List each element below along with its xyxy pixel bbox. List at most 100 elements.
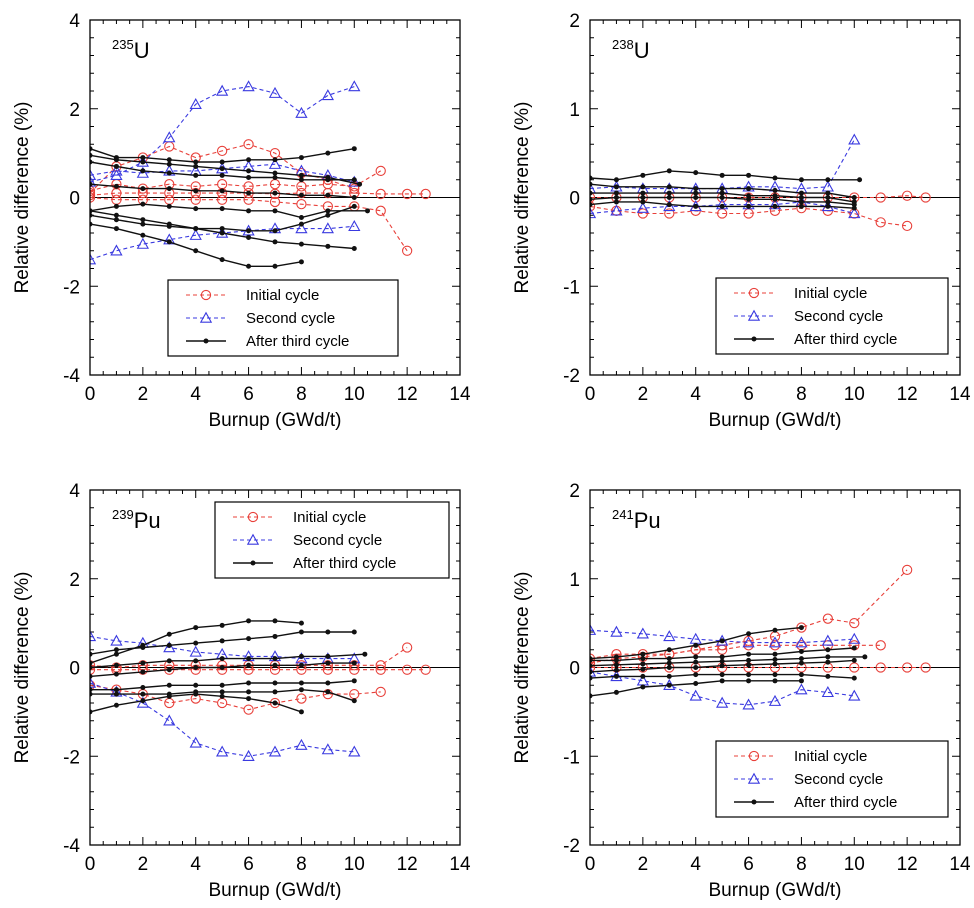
x-tick-label: 12: [897, 854, 918, 875]
data-point-third: [298, 221, 304, 227]
data-point-third: [325, 212, 331, 218]
data-point-third: [193, 188, 199, 194]
data-point-third: [272, 618, 278, 624]
x-tick-label: 10: [844, 854, 865, 875]
data-point-third: [666, 665, 672, 670]
data-point-third: [719, 638, 725, 644]
data-point-third: [825, 199, 831, 205]
data-point-second: [136, 237, 149, 249]
data-point-third: [772, 196, 778, 202]
data-layer: [90, 618, 431, 761]
data-point-third: [298, 172, 304, 178]
data-point-third: [113, 691, 119, 697]
y-tick-label: 0: [569, 659, 580, 680]
data-point-third: [113, 651, 119, 657]
data-point-initial: [190, 194, 201, 205]
plot-frame: [589, 19, 961, 376]
x-tick-label: 4: [190, 384, 201, 405]
x-tick-label: 6: [743, 384, 754, 405]
data-layer: [90, 80, 431, 269]
data-point-second: [663, 200, 676, 212]
data-point-second: [848, 632, 861, 644]
data-point-initial: [420, 664, 431, 675]
data-point-second: [848, 133, 861, 145]
data-point-initial: [375, 664, 386, 675]
y-tick-label: 0: [69, 189, 80, 210]
x-tick-label: 2: [638, 384, 649, 405]
legend-label-third: After third cycle: [246, 333, 349, 350]
data-point-initial: [849, 617, 860, 629]
data-point-third: [666, 202, 672, 208]
y-tick-label: -1: [563, 747, 580, 768]
data-point-third: [219, 166, 225, 172]
data-point-third: [746, 678, 752, 684]
legend-label-initial: Initial cycle: [293, 509, 366, 526]
data-point-third: [693, 659, 699, 665]
data-point-third: [772, 175, 778, 181]
panel-label: 238U: [612, 37, 650, 63]
data-point-third: [246, 190, 252, 196]
data-point-third: [246, 234, 252, 240]
data-point-third: [272, 157, 278, 163]
y-axis-title: Relative difference (%): [512, 102, 533, 294]
data-point-third: [193, 658, 199, 664]
data-point-second: [795, 636, 808, 648]
data-point-third: [746, 186, 752, 192]
series-line-second: [90, 682, 355, 757]
data-point-third: [298, 177, 304, 183]
data-point-third: [640, 684, 646, 690]
x-tick-label: 2: [138, 384, 149, 405]
data-point-third: [272, 170, 278, 176]
data-point-third: [219, 206, 225, 212]
data-point-third: [246, 662, 252, 668]
panel-label: 241Pu: [612, 507, 661, 533]
data-point-third: [140, 159, 146, 165]
series-line-second: [90, 163, 355, 183]
data-point-third: [798, 190, 804, 196]
data-point-third: [798, 649, 804, 655]
data-point-third: [246, 680, 252, 686]
legend: Initial cycle Second cycle After third cyc…: [715, 740, 949, 818]
data-point-third: [246, 618, 252, 624]
data-point-third: [613, 657, 619, 663]
data-point-third: [351, 203, 357, 209]
legend-label-second: Second cycle: [794, 308, 883, 325]
data-point-second: [348, 745, 361, 757]
x-tick-label: 0: [585, 854, 596, 875]
data-point-third: [298, 259, 304, 265]
data-point-third: [298, 687, 304, 693]
panel-label-element: U: [634, 38, 650, 63]
data-point-third: [219, 689, 225, 695]
data-point-second: [163, 714, 176, 726]
data-point-third: [193, 691, 199, 697]
legend-marker-third: [751, 799, 757, 805]
series-line-second: [590, 629, 855, 644]
data-point-third: [666, 660, 672, 666]
data-point-third: [166, 642, 172, 648]
data-point-third: [798, 672, 804, 678]
data-point-second: [742, 636, 755, 648]
legend-label-third: After third cycle: [293, 555, 396, 572]
data-point-third: [193, 206, 199, 212]
data-point-third: [862, 654, 868, 660]
data-point-second: [768, 694, 782, 706]
data-point-third: [640, 195, 646, 200]
data-point-third: [693, 680, 699, 686]
data-point-second: [90, 630, 97, 642]
data-point-third: [219, 665, 225, 670]
data-point-third: [272, 700, 278, 706]
data-point-second: [242, 80, 255, 92]
data-point-second: [636, 201, 649, 213]
data-point-third: [851, 645, 857, 651]
data-point-second: [268, 86, 282, 98]
x-axis-title: Burnup (GWd/t): [208, 410, 341, 431]
data-point-third: [666, 673, 672, 679]
data-point-third: [298, 192, 304, 198]
data-point-third: [772, 627, 778, 633]
y-tick-label: 2: [69, 570, 80, 591]
panel-label-element: Pu: [634, 508, 661, 533]
data-point-third: [693, 642, 699, 648]
data-point-third: [193, 248, 199, 254]
legend-marker-initial: [748, 750, 760, 762]
